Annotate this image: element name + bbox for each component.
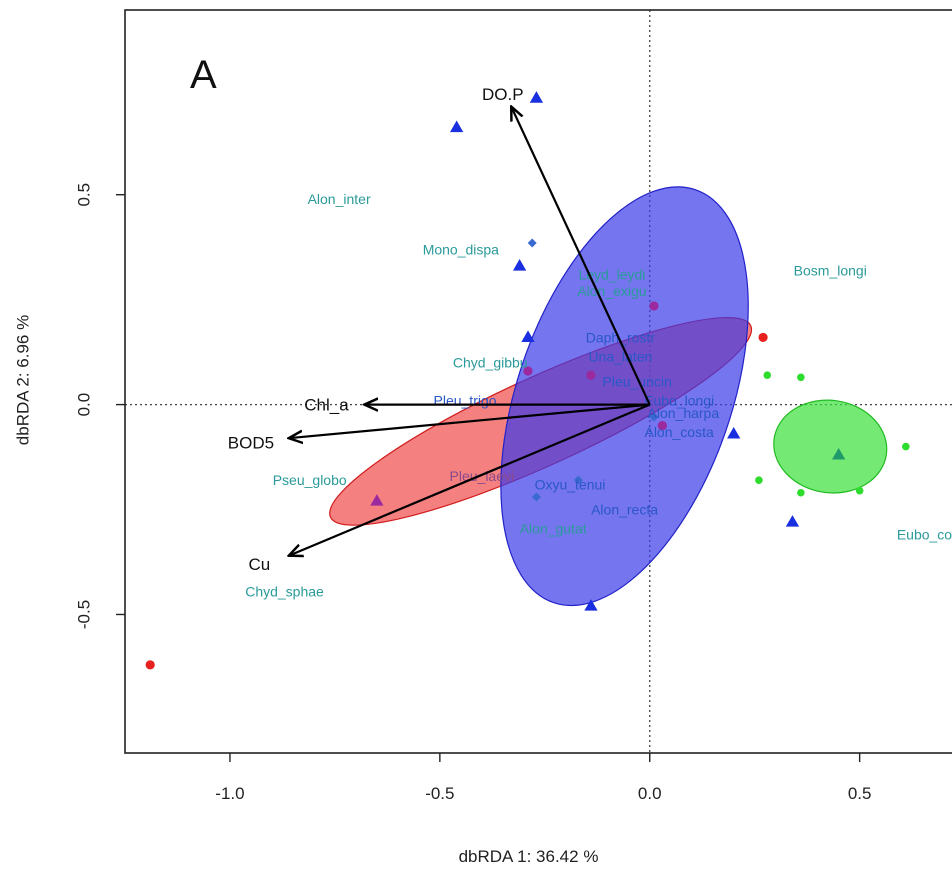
- species-label: Chyd_sphae: [245, 583, 324, 599]
- site-circle-red: [758, 332, 768, 343]
- species-label: Alon_inter: [308, 191, 371, 207]
- site-circle-green: [755, 476, 763, 484]
- species-label: Oxyu_tenui: [535, 476, 606, 492]
- env-arrow-cu: [289, 403, 651, 556]
- site-diamond-blue: [649, 412, 659, 422]
- x-axis-title: dbRDA 1: 36.42 %: [459, 847, 599, 866]
- site-triangle-blue: [727, 426, 741, 439]
- species-label: Una_laten: [588, 348, 652, 364]
- env-label: BOD5: [228, 433, 274, 452]
- site-circle-purple: [657, 420, 667, 431]
- species-label: Alon_costa: [644, 424, 713, 440]
- y-tick-label: 0.5: [74, 183, 93, 207]
- plot-frame: [124, 9, 952, 754]
- species-label: Eubo_longi: [644, 392, 714, 408]
- species-label: Pseu_globo: [273, 472, 347, 488]
- plot-area: Alon_inter Mono_dispa Leyd_leydiAlon_exigu…: [125, 10, 952, 753]
- env-arrow-do-p: [511, 107, 651, 406]
- y-tick-label: 0.0: [74, 393, 93, 417]
- ellipse-green: [773, 399, 888, 494]
- species-labels: Alon_inter Mono_dispa Leyd_leydiAlon_exigu…: [245, 191, 952, 599]
- site-diamond-blue: [527, 238, 537, 248]
- env-arrow-bod5: [289, 403, 650, 439]
- env-label: Chl_a: [304, 396, 349, 415]
- site-triangle-blue: [449, 120, 464, 133]
- species-label: Alon_harpa: [648, 405, 720, 421]
- species-label: Pleu_trigo: [434, 392, 497, 408]
- site-circle-green: [797, 488, 805, 497]
- x-tick-label: 0.0: [638, 784, 662, 803]
- site-circle-purple: [586, 370, 596, 380]
- y-tick-label: -0.5: [74, 600, 93, 629]
- site-circle-purple: [523, 366, 533, 376]
- site-circle-green: [855, 486, 864, 495]
- species-label: Daph_rostr: [586, 329, 656, 345]
- site-circle-green: [797, 373, 805, 382]
- species-label: Leyd_leydi: [578, 266, 645, 282]
- species-label: Alon_recta: [591, 502, 658, 518]
- species-label: Alon_exigu: [577, 283, 646, 299]
- env-vectors: DO.P Chl_a BOD5 Cu: [228, 85, 651, 574]
- y-axis-title: dbRDA 2: 6.96 %: [13, 315, 32, 445]
- site-points: [145, 91, 910, 670]
- site-triangle-blue: [785, 515, 800, 527]
- site-triangle-green: [832, 447, 846, 460]
- env-label: DO.P: [482, 85, 524, 104]
- site-triangle-blue: [584, 599, 598, 611]
- site-circle-green: [763, 371, 772, 380]
- site-circle-purple: [649, 301, 659, 311]
- x-tick-label: -0.5: [425, 784, 454, 803]
- site-diamond-blue: [573, 475, 583, 485]
- species-label: Pleu_uncin: [603, 374, 672, 390]
- species-label: Mono_dispa: [423, 241, 499, 257]
- species-label: Bosm_longi: [794, 262, 867, 278]
- env-label: Cu: [248, 555, 270, 574]
- group-ellipses: [329, 186, 888, 607]
- ellipse-blue: [500, 186, 749, 607]
- species-label: Chyd_gibbu: [453, 355, 528, 371]
- x-tick-label: -1.0: [215, 784, 244, 803]
- species-label: Eubo_cor: [897, 527, 952, 543]
- site-triangle-blue: [521, 330, 535, 342]
- y-axis: -0.5 0.0 0.5: [74, 183, 125, 629]
- species-label: Alon_gutat: [520, 520, 587, 536]
- site-triangle-blue: [512, 259, 527, 271]
- panel-label: A: [190, 53, 217, 97]
- site-circle-red: [145, 660, 155, 670]
- x-tick-label: 0.5: [848, 784, 872, 803]
- x-axis: -1.0 -0.5 0.0 0.5: [215, 753, 871, 803]
- site-triangle-blue: [529, 91, 544, 103]
- site-circle-green: [902, 442, 910, 451]
- site-triangle-purple: [370, 494, 384, 506]
- site-diamond-blue: [531, 492, 541, 502]
